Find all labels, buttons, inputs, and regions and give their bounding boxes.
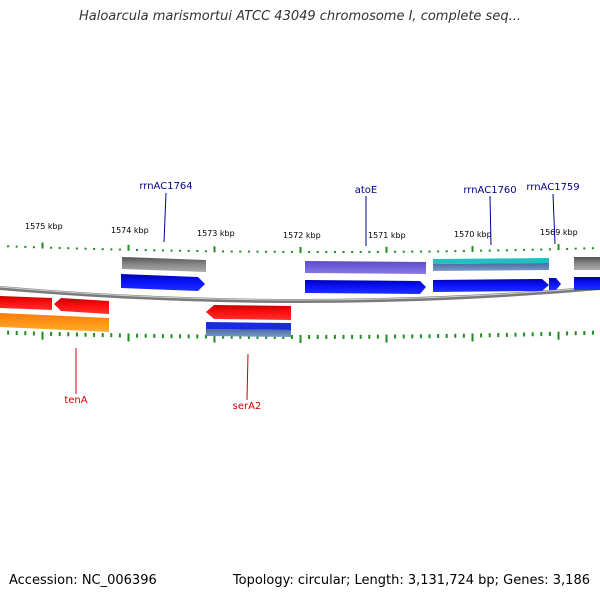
scale-label-1571: 1571 kbp	[368, 231, 406, 240]
orange-feature-tenA	[0, 313, 109, 332]
steel-feature-serA2	[206, 329, 291, 337]
gray-feature-rrnAC1764	[122, 257, 206, 272]
ticks-inner	[7, 330, 594, 343]
teal-feature-rrnAC1760	[433, 258, 549, 264]
backbone-ring	[0, 286, 600, 303]
purple-feature-atoE	[305, 261, 426, 274]
scale-labels: 1575 kbp 1574 kbp 1573 kbp 1572 kbp 1571…	[25, 222, 578, 240]
gray-feature-right	[574, 257, 600, 270]
reverse-cds-row	[0, 296, 291, 320]
scale-label-1572: 1572 kbp	[283, 231, 321, 240]
inner-feature-row	[0, 313, 291, 337]
topology-summary: Topology: circular; Length: 3,131,724 bp…	[232, 573, 590, 588]
cds-rrnAC1760	[433, 279, 549, 292]
blue-feature-serA2	[206, 322, 291, 330]
cds-left-red	[0, 296, 52, 310]
scale-label-1569: 1569 kbp	[540, 228, 578, 237]
cds-rrnAC1764	[121, 274, 205, 291]
callout-rrnAC1759	[552, 193, 556, 245]
scale-label-1570: 1570 kbp	[454, 230, 492, 239]
gene-label-serA2: serA2	[233, 401, 262, 412]
gene-label-tenA: tenA	[64, 395, 87, 406]
accession-text: Accession: NC_006396	[9, 573, 157, 588]
gene-label-atoE: atoE	[355, 185, 378, 196]
cds-tenA	[54, 298, 109, 314]
callout-serA2	[246, 353, 249, 401]
scale-label-1573: 1573 kbp	[197, 229, 235, 238]
outer-feature-row	[122, 257, 600, 274]
scale-label-1574: 1574 kbp	[111, 226, 149, 235]
gene-label-rrnAC1759: rrnAC1759	[526, 182, 579, 193]
ticks-outer	[7, 242, 594, 253]
gene-label-rrnAC1764: rrnAC1764	[139, 181, 192, 192]
cds-atoE	[305, 280, 426, 294]
steel-feature-rrnAC1760	[433, 263, 549, 271]
gene-label-rrnAC1760: rrnAC1760	[463, 185, 516, 196]
backbone-highlight	[0, 286, 600, 301]
map-title: Haloarcula marismortui ATCC 43049 chromo…	[79, 9, 521, 24]
forward-cds-row	[121, 274, 600, 294]
cds-rrnAC1759	[549, 278, 561, 290]
scale-label-1575: 1575 kbp	[25, 222, 63, 231]
callout-rrnAC1760	[489, 195, 492, 246]
gene-labels: rrnAC1764 atoE rrnAC1760 rrnAC1759 tenA …	[64, 181, 579, 412]
cds-serA2	[206, 305, 291, 320]
callout-rrnAC1764	[163, 192, 167, 243]
cds-right	[574, 277, 600, 290]
callout-lines	[75, 192, 556, 401]
